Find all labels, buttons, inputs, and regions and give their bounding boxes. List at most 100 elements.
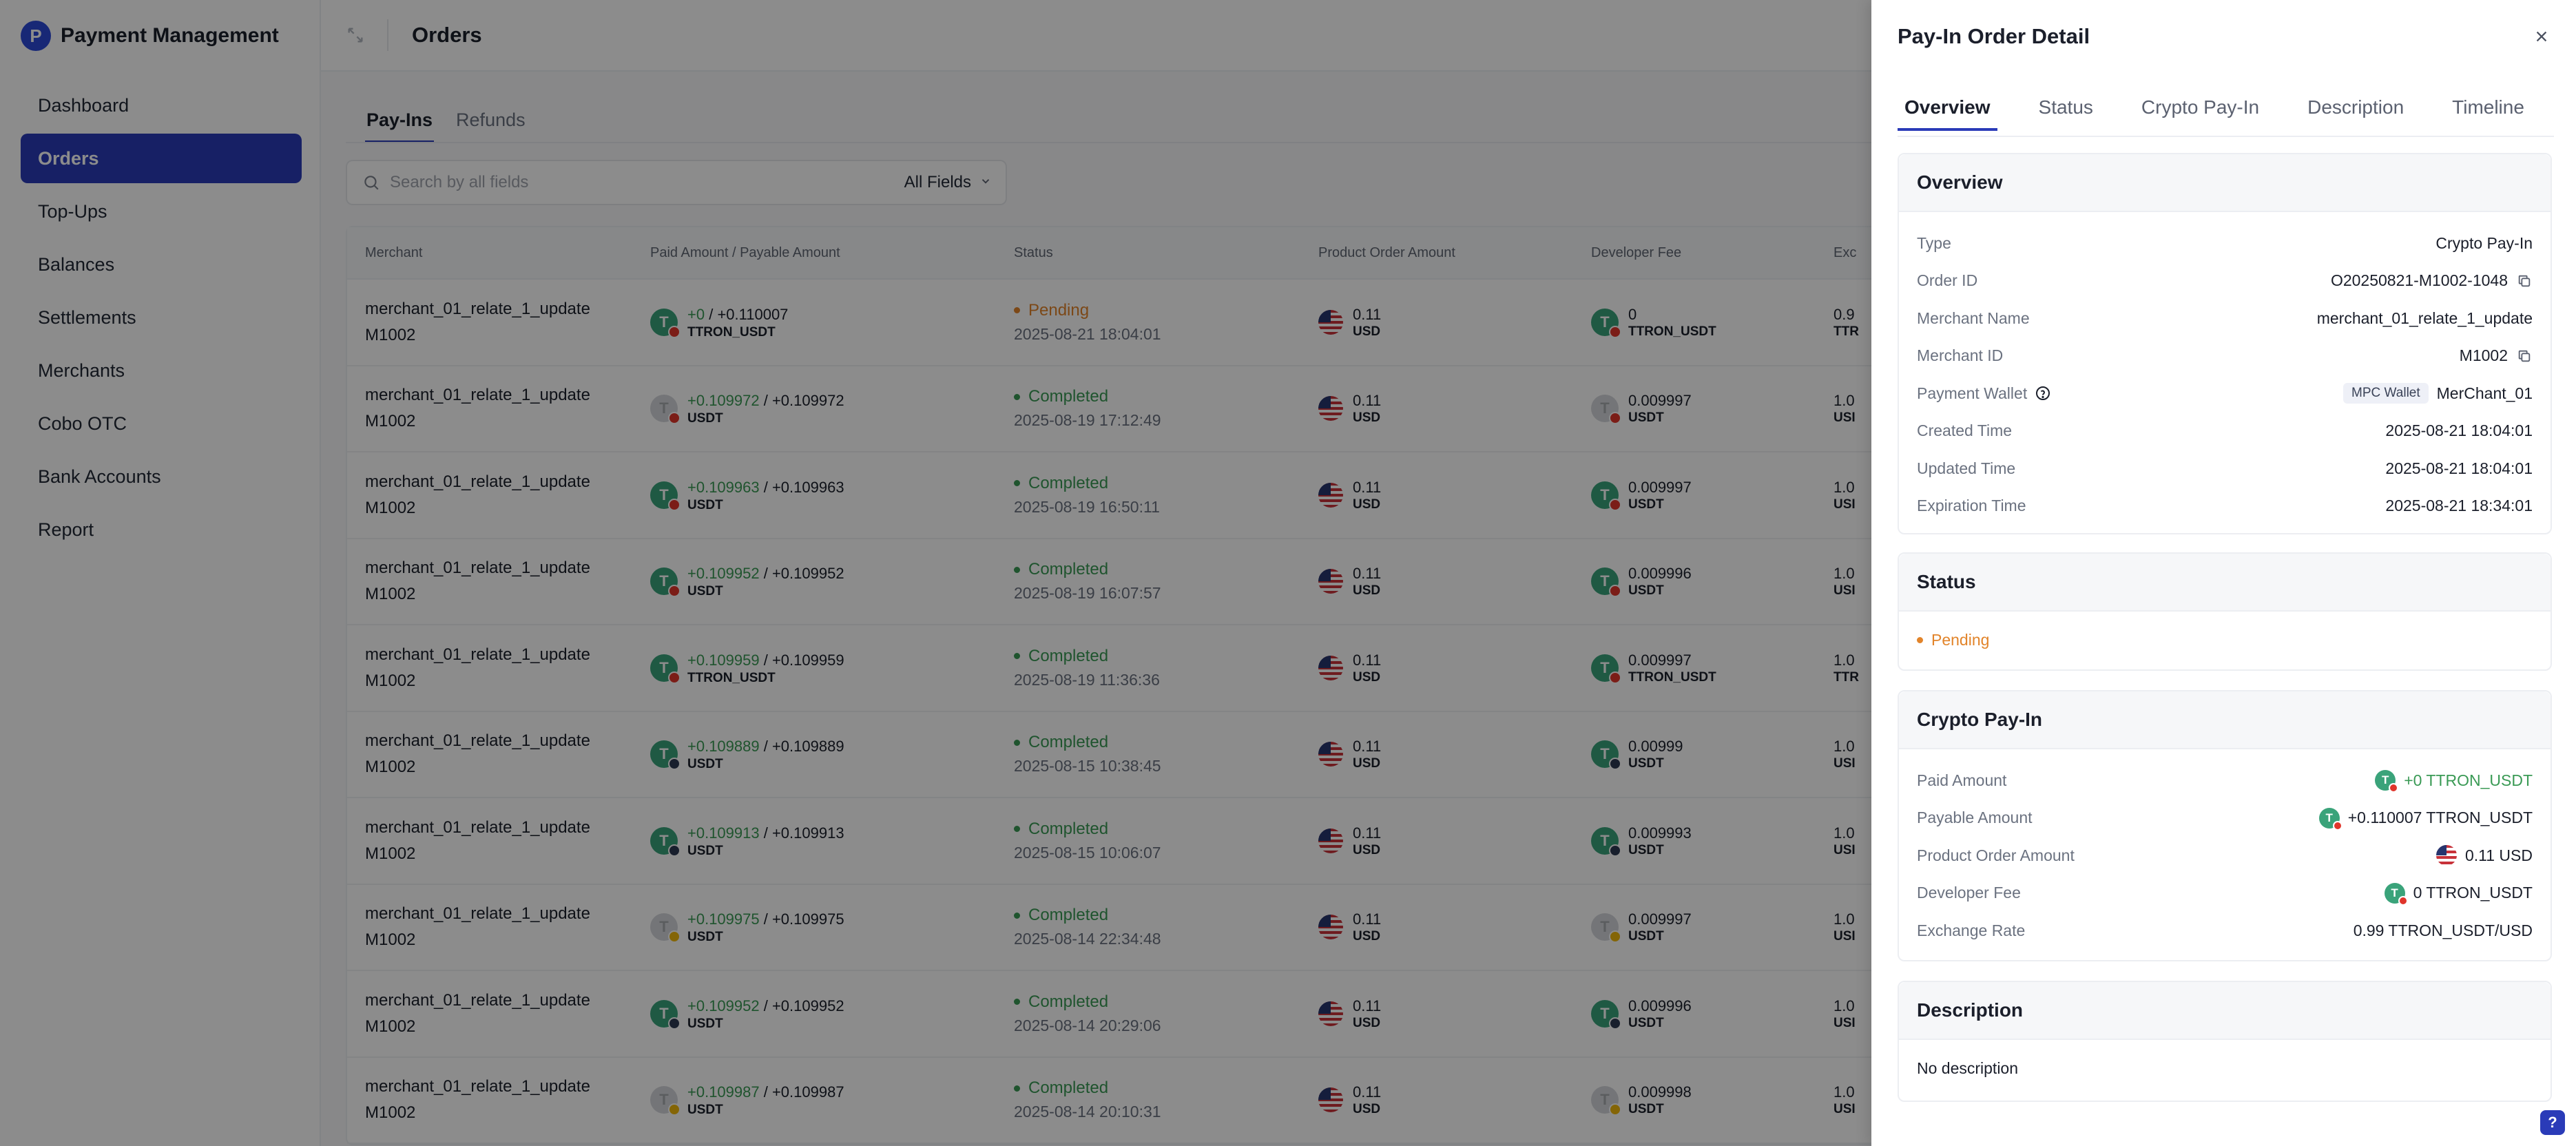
collapse-sidebar-icon[interactable] xyxy=(344,24,366,46)
exchange-rate-cell: 0.9 TTR xyxy=(1834,305,2040,340)
table-row[interactable]: merchant_01_relate_1_update M1002 T +0.1099… xyxy=(347,1058,2411,1144)
tab-crypto-pay-in[interactable]: Crypto Pay-In xyxy=(2141,96,2260,118)
merchant-id: M1002 xyxy=(365,412,416,431)
app-logo[interactable]: P Payment Management xyxy=(21,19,279,52)
developer-fee: 0 xyxy=(1628,305,1637,323)
table-row[interactable]: merchant_01_relate_1_update M1002 T +0.1099… xyxy=(347,971,2411,1058)
sidebar-item-dashboard[interactable]: Dashboard xyxy=(38,94,129,116)
sidebar-item-settlements[interactable]: Settlements xyxy=(38,306,136,328)
tab-pay-ins[interactable]: Pay-Ins xyxy=(365,105,435,143)
network-badge-icon xyxy=(1609,412,1621,425)
tab-description[interactable]: Description xyxy=(2307,96,2404,118)
usdt-token-icon: T xyxy=(1591,740,1621,771)
network-badge-icon xyxy=(1609,325,1621,338)
network-badge-icon xyxy=(668,585,681,598)
paid-amount-label: Paid Amount xyxy=(1917,771,2007,789)
table-row[interactable]: merchant_01_relate_1_update M1002 T +0.1098… xyxy=(347,712,2411,798)
product-order-unit: USD xyxy=(1353,1102,1381,1117)
status-time: 2025-08-19 16:50:11 xyxy=(1014,497,1160,516)
product-order-unit: USD xyxy=(1353,583,1381,598)
sidebar-item-orders[interactable]: Orders xyxy=(21,134,302,183)
network-badge-icon xyxy=(668,1017,681,1030)
developer-fee-unit: USDT xyxy=(1628,1102,1664,1117)
sidebar-item-top-ups[interactable]: Top-Ups xyxy=(38,200,107,222)
table-row[interactable]: merchant_01_relate_1_update M1002 T +0.1099… xyxy=(347,625,2411,712)
usdt-token-icon: T xyxy=(1591,826,1621,857)
paid-amount-row: Paid Amount T +0 TTRON_USDT xyxy=(1899,762,2551,800)
exchange-rate-unit: TTR xyxy=(1834,324,1859,339)
sidebar-item-bank-accounts[interactable]: Bank Accounts xyxy=(38,466,161,487)
product-order-unit: USD xyxy=(1353,497,1381,512)
merchant-name-value: merchant_01_relate_1_update xyxy=(2316,309,2533,327)
payment-wallet-field: MPC Wallet MerChant_01 xyxy=(2343,383,2533,404)
tab-overview[interactable]: Overview xyxy=(1898,96,1997,131)
sidebar-item-report[interactable]: Report xyxy=(38,519,94,540)
product-order-amount-cell: 0.11 USD xyxy=(1318,1083,1591,1117)
help-icon[interactable] xyxy=(2034,384,2052,402)
close-button[interactable] xyxy=(2528,23,2555,50)
sidebar-item-merchants[interactable]: Merchants xyxy=(38,360,125,381)
table-row[interactable]: merchant_01_relate_1_update M1002 T +0.1099… xyxy=(347,539,2411,625)
status-badge: Pending xyxy=(1014,299,1318,322)
merchant-name: merchant_01_relate_1_update xyxy=(365,990,590,1010)
usdt-token-icon: T xyxy=(1591,395,1621,425)
us-flag-icon xyxy=(1318,396,1343,421)
developer-fee-cell: T 0.00999 USDT xyxy=(1591,737,1834,771)
crypto-pay-in-card: Crypto Pay-In Paid Amount T +0 TTRON_USD… xyxy=(1898,690,2552,961)
tab-refunds[interactable]: Refunds xyxy=(456,110,526,130)
created-time-row: Created Time 2025-08-21 18:04:01 xyxy=(1899,413,2551,450)
field-select[interactable]: All Fields xyxy=(904,173,992,192)
status-text: Completed xyxy=(1028,560,1109,579)
sidebar-item-balances[interactable]: Balances xyxy=(38,253,115,275)
merchant-id: M1002 xyxy=(365,1017,416,1036)
developer-fee-cell: T 0.009997 USDT xyxy=(1591,478,1834,512)
search-input[interactable] xyxy=(390,173,872,192)
tab-timeline[interactable]: Timeline xyxy=(2452,96,2524,118)
amount-values: +0.109975 / +0.109975 xyxy=(687,910,844,928)
amount-unit: USDT xyxy=(687,930,723,945)
exchange-rate-row: Exchange Rate 0.99 TTRON_USDT/USD xyxy=(1899,912,2551,950)
usdt-token-icon: T xyxy=(650,913,681,944)
table-row[interactable]: merchant_01_relate_1_update M1002 T +0.1099… xyxy=(347,452,2411,539)
description-row: No description xyxy=(1899,1040,2551,1096)
exchange-rate-unit: USI xyxy=(1834,583,1856,598)
table-row[interactable]: merchant_01_relate_1_update M1002 T +0 / +0… xyxy=(347,280,2411,366)
table-row[interactable]: merchant_01_relate_1_update M1002 T +0.1099… xyxy=(347,885,2411,971)
updated-time-label: Updated Time xyxy=(1917,459,2016,477)
product-order-amount-cell: 0.11 USD xyxy=(1318,564,1591,598)
paid-amount: +0.109913 xyxy=(687,824,760,842)
table-row[interactable]: merchant_01_relate_1_update M1002 T +0.1099… xyxy=(347,366,2411,452)
status-text: Completed xyxy=(1028,646,1109,665)
developer-fee-label: Developer Fee xyxy=(1917,884,2021,902)
tab-status[interactable]: Status xyxy=(2038,96,2093,118)
us-flag-icon xyxy=(1318,742,1343,767)
network-badge-icon xyxy=(1609,844,1621,857)
merchant-cell: merchant_01_relate_1_update M1002 xyxy=(347,555,650,607)
help-chat-icon[interactable]: ? xyxy=(2540,1110,2565,1135)
exchange-rate-cell: 1.0 USI xyxy=(1834,737,2040,771)
usdt-token-icon: T xyxy=(650,826,681,857)
status-dot-icon xyxy=(1014,307,1020,314)
us-flag-icon xyxy=(1318,655,1343,680)
payable-amount: +0.110007 xyxy=(717,305,789,323)
usdt-token-icon: T xyxy=(650,999,681,1030)
product-order-unit: USD xyxy=(1353,929,1381,944)
developer-fee: 0.009996 xyxy=(1628,997,1692,1014)
status-time: 2025-08-15 10:06:07 xyxy=(1014,843,1161,862)
copy-icon[interactable] xyxy=(2516,273,2533,289)
amount-cell: T +0 / +0.110007 TTRON_USDT xyxy=(650,304,1014,340)
status-badge: Completed xyxy=(1014,645,1318,668)
product-order-unit: USD xyxy=(1353,1015,1381,1030)
sidebar-item-cobo-otc[interactable]: Cobo OTC xyxy=(38,413,127,434)
payable-amount: +0.109972 xyxy=(771,392,844,410)
merchant-name: merchant_01_relate_1_update xyxy=(365,559,590,578)
status-cell: Completed 2025-08-19 16:07:57 xyxy=(1014,558,1318,605)
exchange-rate-cell: 1.0 USI xyxy=(1834,391,2040,426)
sidebar-nav: Dashboard Orders Top-Ups Balances Settle… xyxy=(21,81,302,558)
product-order-amount-field: 0.11 USD xyxy=(2435,845,2533,866)
payable-amount: +0.109987 xyxy=(771,1083,844,1101)
paid-amount-value: +0 TTRON_USDT xyxy=(2404,771,2533,789)
copy-icon[interactable] xyxy=(2516,348,2533,364)
table-row[interactable]: merchant_01_relate_1_update M1002 T +0.1099… xyxy=(347,798,2411,885)
status-text: Completed xyxy=(1028,387,1109,406)
